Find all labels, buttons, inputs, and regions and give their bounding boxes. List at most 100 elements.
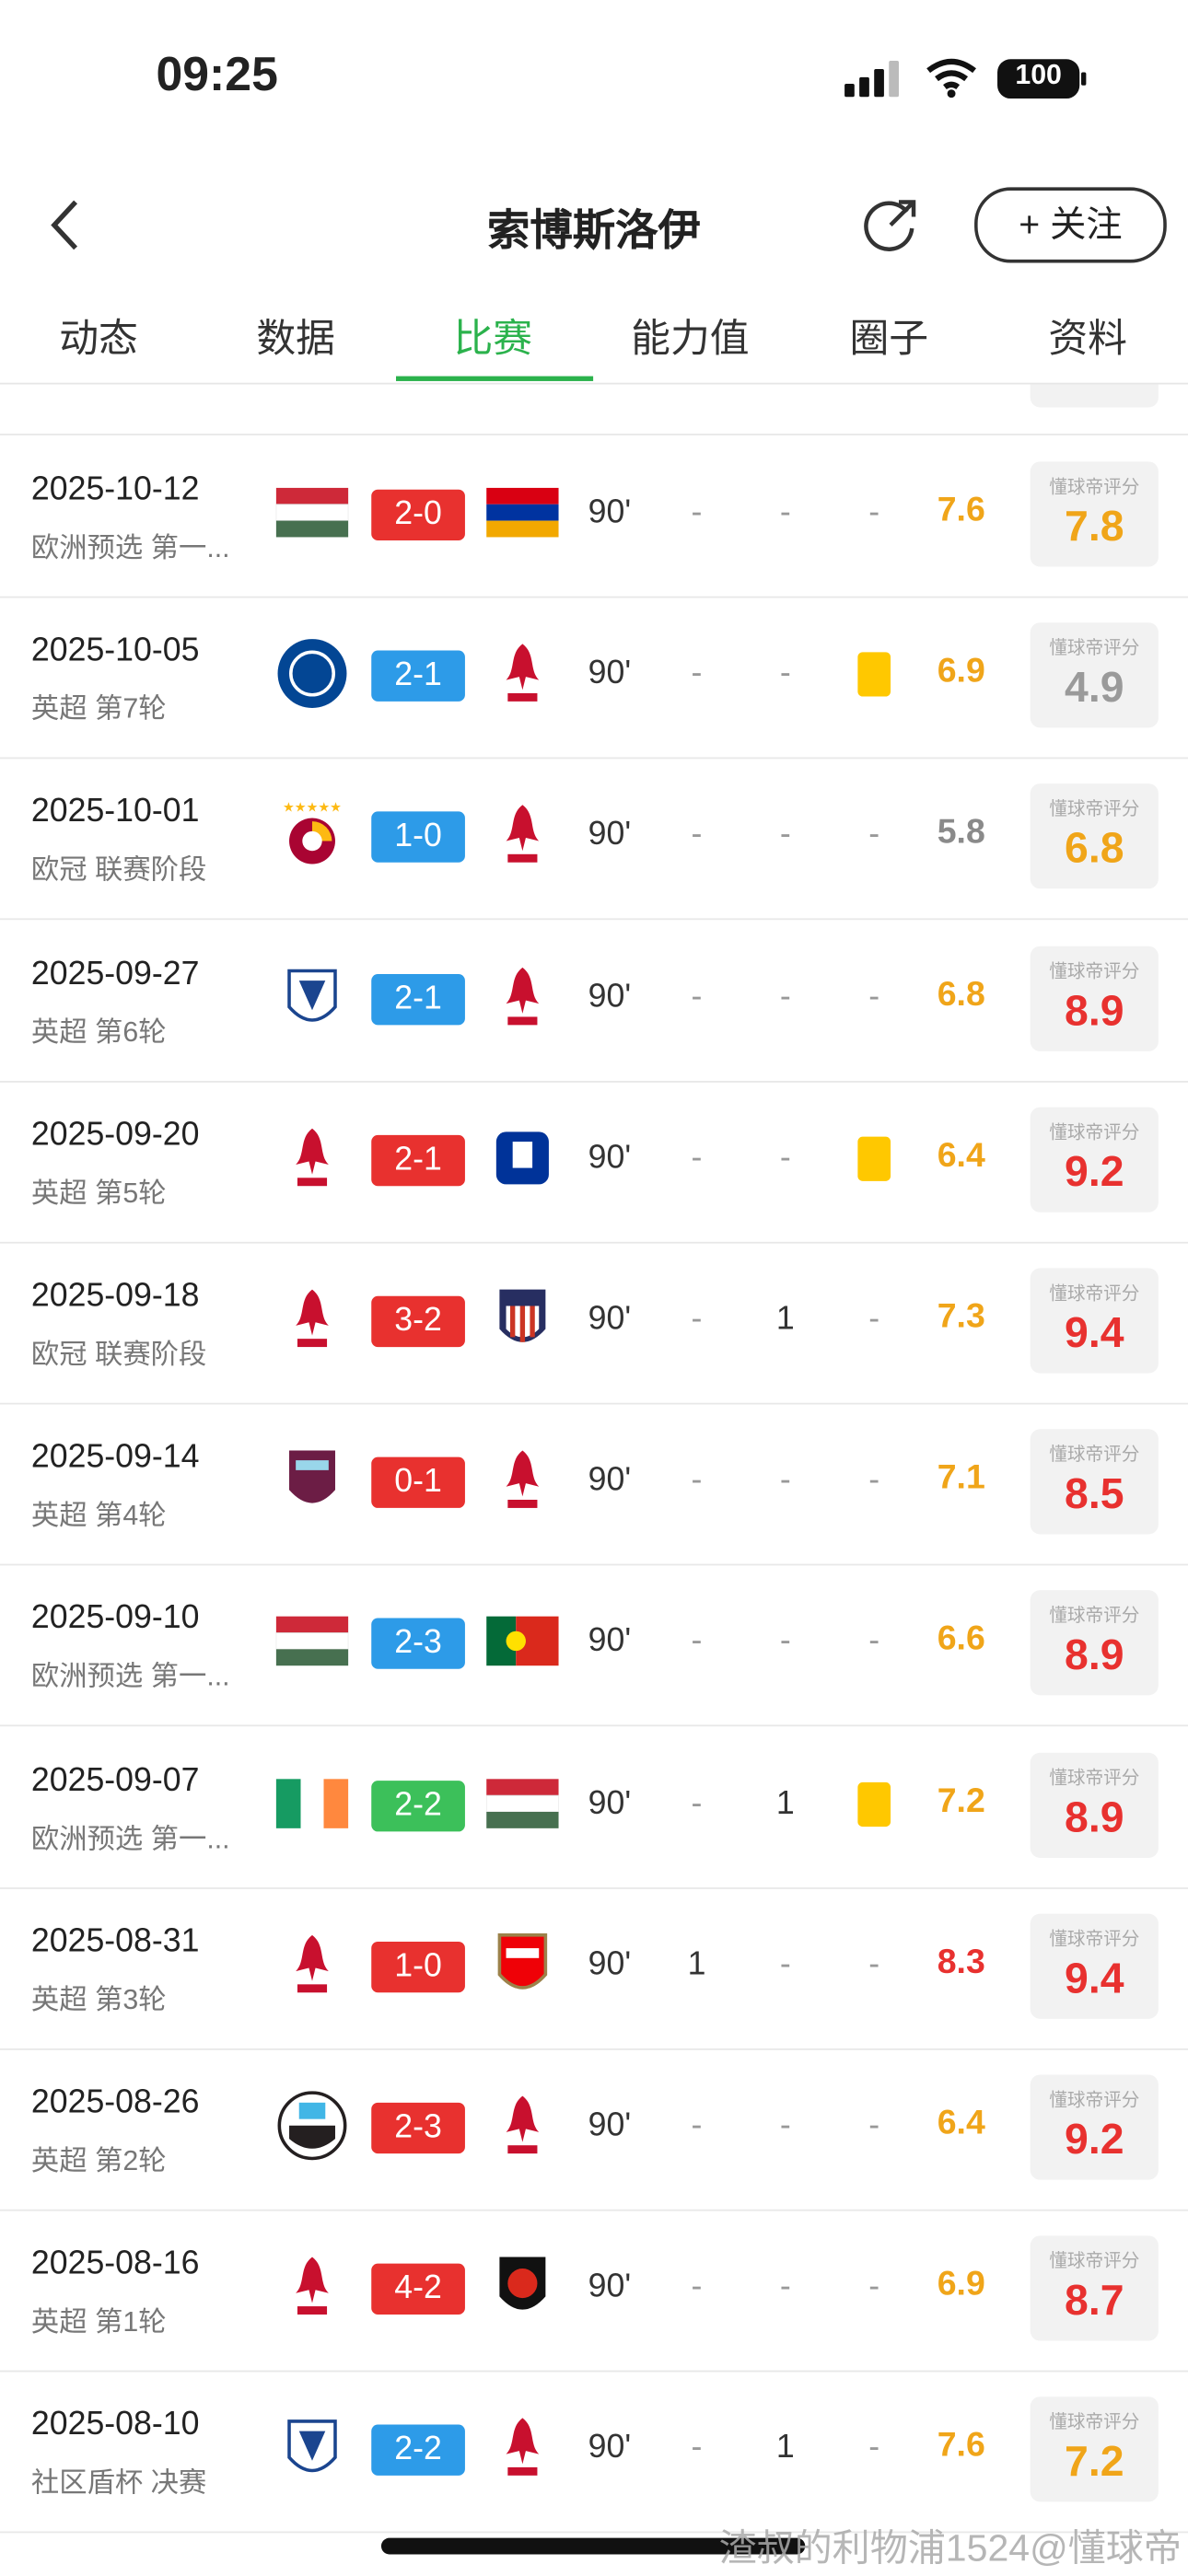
match-row: 2025-08-31 英超 第3轮 1-0 90' 1 - - 8.3 懂球帝评分 9.4: [0, 1887, 1188, 2050]
home-logo: [287, 2419, 337, 2473]
dq-rating-box: 懂球帝评分 8.9: [1030, 1752, 1159, 1858]
rating: 6.8: [937, 975, 985, 1014]
minutes: 90': [588, 1623, 632, 1660]
competition: 欧冠 联赛阶段: [30, 854, 207, 887]
dq-rating-label: 懂球帝评分: [1049, 961, 1140, 982]
score: 2-2: [371, 1780, 465, 1831]
follow-button[interactable]: + 关注: [974, 187, 1167, 263]
goals: -: [691, 1301, 703, 1338]
match-date: 2025-09-27: [30, 955, 200, 992]
tab[interactable]: 资料: [1048, 317, 1127, 362]
home-logo: [296, 2257, 329, 2315]
score: 2-0: [371, 489, 465, 541]
home-logo: [275, 487, 349, 538]
dq-rating-box: 懂球帝评分 4.9: [1030, 622, 1159, 728]
match-date: 2025-09-10: [30, 1600, 200, 1637]
battery-level: 100: [1015, 59, 1062, 91]
card: -: [868, 1945, 880, 1983]
competition: 英超 第6轮: [30, 1015, 167, 1048]
dq-rating: 8.9: [1065, 984, 1124, 1035]
dq-rating-label: 懂球帝评分: [1049, 639, 1140, 659]
yellow-card: [857, 1136, 891, 1181]
away-logo: [497, 1932, 548, 1990]
dq-rating: 7.2: [1065, 2436, 1124, 2487]
card: -: [868, 2107, 880, 2144]
yellow-card: [857, 1781, 891, 1827]
minutes: 90': [588, 1945, 632, 1983]
competition: 欧洲预选 第一...: [30, 1822, 230, 1854]
rating: 6.6: [937, 1619, 985, 1658]
yellow-card: [857, 652, 891, 697]
assists: -: [779, 1462, 791, 1499]
competition: 欧洲预选 第一...: [30, 532, 230, 563]
assists: -: [779, 1945, 791, 1983]
dq-rating-label: 懂球帝评分: [1049, 1607, 1140, 1628]
tab[interactable]: 比赛: [453, 317, 533, 362]
back-button[interactable]: [46, 197, 86, 253]
dq-rating-box: 懂球帝评分 9.2: [1030, 2074, 1159, 2180]
minutes: 90': [588, 1139, 632, 1177]
share-button[interactable]: [857, 192, 923, 258]
score: 2-1: [371, 973, 465, 1025]
tab[interactable]: 动态: [59, 317, 138, 362]
card: -: [868, 1462, 880, 1499]
minutes: 90': [588, 978, 632, 1015]
card: -: [868, 2269, 880, 2305]
dq-rating-label: 懂球帝评分: [1049, 1123, 1140, 1143]
match-row: 2025-08-26 英超 第2轮 2-3 90' - - - 6.4 懂球帝评分 9.2: [0, 2048, 1188, 2211]
dq-rating: 7.8: [1065, 501, 1124, 551]
tab[interactable]: 圈子: [849, 317, 929, 362]
dq-rating: 9.2: [1065, 2114, 1124, 2164]
match-date: 2025-09-18: [30, 1278, 200, 1315]
rating: 8.3: [937, 1943, 985, 1981]
rating: 7.1: [937, 1458, 985, 1497]
dq-rating-box: 懂球帝评分 7.8: [1030, 461, 1159, 567]
rating: 6.9: [937, 652, 985, 690]
score: 0-1: [371, 1456, 465, 1509]
status-icons: [844, 58, 1087, 99]
goals: -: [691, 1462, 703, 1499]
goals: -: [691, 817, 703, 853]
dq-rating: 8.9: [1065, 1630, 1124, 1680]
dq-rating-box: 懂球帝评分 9.4: [1030, 1913, 1159, 2019]
minutes: 90': [588, 817, 632, 853]
match-date: 2025-09-14: [30, 1439, 200, 1476]
assists: -: [779, 1139, 791, 1177]
home-logo: [296, 1128, 329, 1186]
dq-rating-label: 懂球帝评分: [1049, 2413, 1140, 2434]
match-row: 2025-08-10 社区盾杯 决赛 2-2 90' - 1 - 7.6 懂球帝评分 7.2: [0, 2371, 1188, 2534]
rating: 5.8: [937, 813, 985, 852]
partial-row: [0, 384, 1188, 435]
home-logo: [289, 1450, 335, 1503]
match-date: 2025-10-12: [30, 471, 200, 508]
card: -: [868, 817, 880, 853]
assists: -: [779, 2269, 791, 2305]
match-row: 2025-08-16 英超 第1轮 4-2 90' - - - 6.9 懂球帝评分 8.7: [0, 2210, 1188, 2373]
competition: 欧冠 联赛阶段: [30, 1339, 207, 1371]
rating: 6.4: [937, 2104, 985, 2142]
tab[interactable]: 能力值: [631, 317, 750, 362]
dq-rating-label: 懂球帝评分: [1049, 1284, 1140, 1305]
home-indicator: [380, 2537, 806, 2555]
home-logo: [296, 1934, 329, 1992]
goals: -: [691, 656, 703, 692]
dq-rating-box: 懂球帝评分 9.2: [1030, 1107, 1159, 1213]
away-logo: [506, 967, 540, 1025]
match-row: 2025-09-10 欧洲预选 第一... 2-3 90' - - - 6.6 懂球帝评分 8.9: [0, 1564, 1188, 1727]
tab[interactable]: 数据: [256, 317, 335, 362]
score: 2-1: [371, 1134, 465, 1186]
score: 1-0: [371, 1941, 465, 1992]
goals: -: [691, 1623, 703, 1660]
competition: 社区盾杯 决赛: [30, 2467, 207, 2500]
match-date: 2025-08-10: [30, 2407, 200, 2443]
minutes: 90': [588, 1301, 632, 1338]
match-date: 2025-08-31: [30, 1922, 200, 1960]
goals: -: [691, 2107, 703, 2144]
match-row: 2025-09-20 英超 第5轮 2-1 90' - - 6.4 懂球帝评分 9.2: [0, 1081, 1188, 1244]
competition: 英超 第2轮: [30, 2145, 167, 2177]
assists: 1: [775, 2430, 795, 2466]
competition: 英超 第4轮: [30, 1500, 167, 1532]
dq-rating-label: 懂球帝评分: [1049, 1445, 1140, 1466]
